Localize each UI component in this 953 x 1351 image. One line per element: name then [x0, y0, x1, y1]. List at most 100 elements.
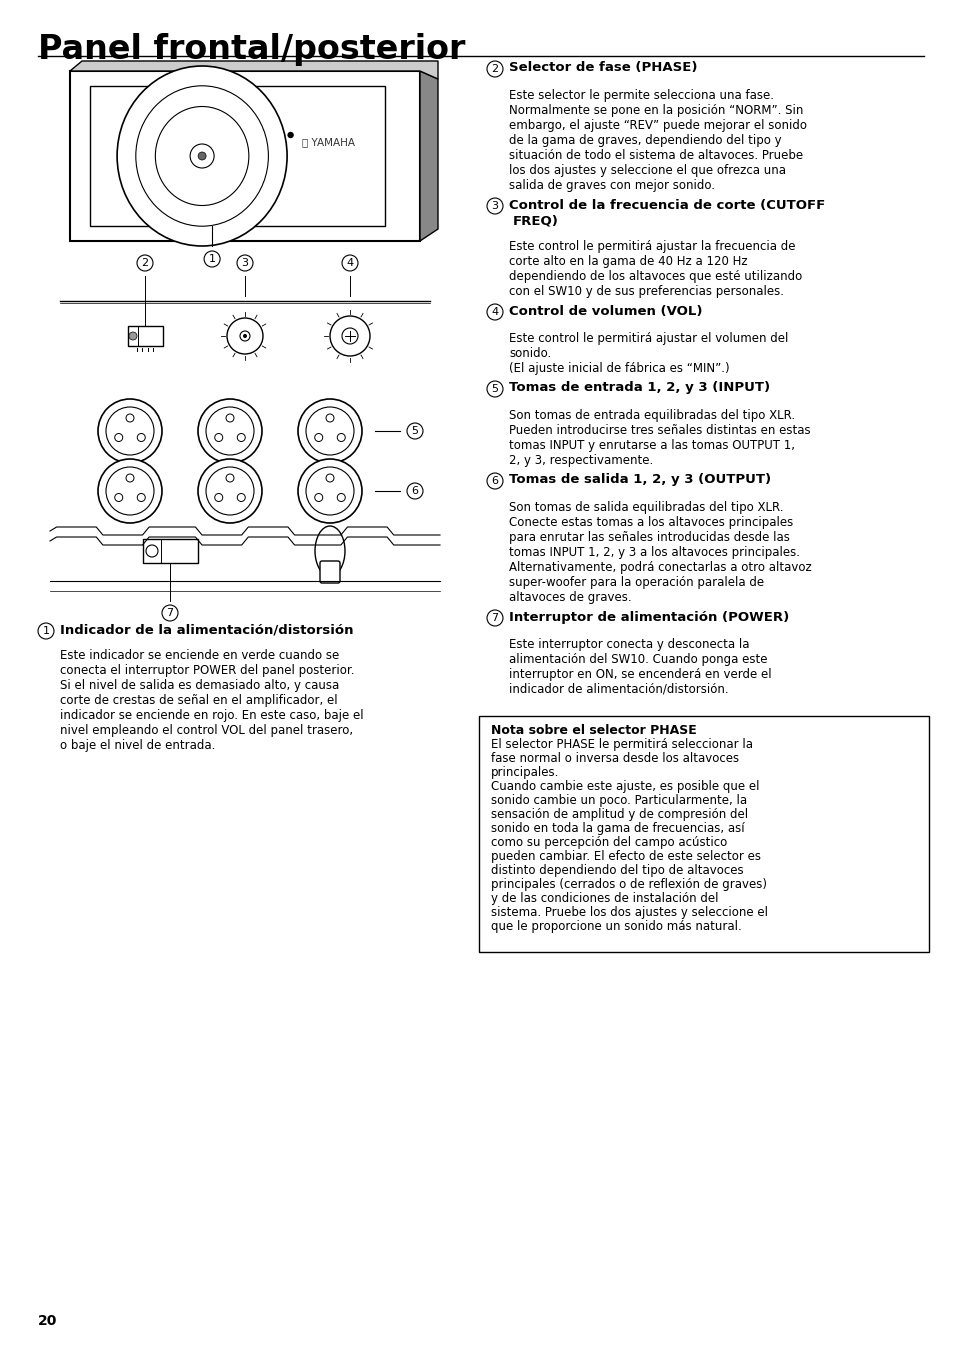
Text: como su percepción del campo acústico: como su percepción del campo acústico [491, 836, 726, 848]
Text: corte de crestas de señal en el amplificador, el: corte de crestas de señal en el amplific… [60, 694, 337, 707]
Text: FREQ): FREQ) [513, 215, 558, 227]
Text: 2: 2 [491, 63, 498, 74]
Text: 1: 1 [209, 254, 215, 263]
Text: 6: 6 [411, 486, 418, 496]
Text: Tomas de salida 1, 2, y 3 (OUTPUT): Tomas de salida 1, 2, y 3 (OUTPUT) [509, 473, 770, 486]
Text: Alternativamente, podrá conectarlas a otro altavoz: Alternativamente, podrá conectarlas a ot… [509, 561, 811, 574]
Text: Control de volumen (VOL): Control de volumen (VOL) [509, 304, 701, 317]
Circle shape [297, 459, 361, 523]
Circle shape [114, 493, 123, 501]
Text: nivel empleando el control VOL del panel trasero,: nivel empleando el control VOL del panel… [60, 724, 353, 738]
Text: distinto dependiendo del tipo de altavoces: distinto dependiendo del tipo de altavoc… [491, 865, 742, 877]
Ellipse shape [314, 526, 345, 576]
Text: 4: 4 [491, 307, 498, 317]
Text: 4: 4 [346, 258, 354, 267]
Text: dependiendo de los altavoces que esté utilizando: dependiendo de los altavoces que esté ut… [509, 270, 801, 282]
Circle shape [198, 399, 262, 463]
Text: Este selector le permite selecciona una fase.: Este selector le permite selecciona una … [509, 89, 773, 101]
Circle shape [214, 434, 222, 442]
Text: Este control le permitirá ajustar el volumen del: Este control le permitirá ajustar el vol… [509, 332, 787, 345]
Text: principales (cerrados o de reflexión de graves): principales (cerrados o de reflexión de … [491, 878, 766, 892]
Text: interruptor en ON, se encenderá en verde el: interruptor en ON, se encenderá en verde… [509, 667, 771, 681]
Text: 5: 5 [491, 384, 498, 394]
Circle shape [98, 399, 162, 463]
Text: Control de la frecuencia de corte (CUTOFF: Control de la frecuencia de corte (CUTOF… [509, 199, 824, 212]
Text: Nota sobre el selector PHASE: Nota sobre el selector PHASE [491, 724, 696, 738]
Text: Este interruptor conecta y desconecta la: Este interruptor conecta y desconecta la [509, 638, 749, 651]
Text: 2, y 3, respectivamente.: 2, y 3, respectivamente. [509, 454, 653, 467]
Circle shape [226, 413, 233, 422]
Circle shape [341, 328, 357, 345]
Text: sensación de amplitud y de compresión del: sensación de amplitud y de compresión de… [491, 808, 747, 821]
Circle shape [206, 407, 253, 455]
Text: indicador de alimentación/distorsión.: indicador de alimentación/distorsión. [509, 684, 728, 696]
Circle shape [326, 413, 334, 422]
Text: 7: 7 [491, 613, 498, 623]
Text: embargo, el ajuste “REV” puede mejorar el sonido: embargo, el ajuste “REV” puede mejorar e… [509, 119, 806, 132]
Circle shape [306, 467, 354, 515]
Text: Este control le permitirá ajustar la frecuencia de: Este control le permitirá ajustar la fre… [509, 240, 795, 253]
Text: 2: 2 [141, 258, 149, 267]
Bar [128, 326, 163, 346]
Text: Normalmente se pone en la posición “NORM”. Sin: Normalmente se pone en la posición “NORM… [509, 104, 802, 118]
Text: principales.: principales. [491, 766, 558, 780]
Circle shape [243, 334, 247, 338]
Bar [143, 539, 198, 563]
Text: 7: 7 [166, 608, 173, 617]
Text: Conecte estas tomas a los altavoces principales: Conecte estas tomas a los altavoces prin… [509, 516, 792, 530]
Text: super-woofer para la operación paralela de: super-woofer para la operación paralela … [509, 576, 763, 589]
Circle shape [330, 316, 370, 357]
Bar [70, 72, 419, 240]
Circle shape [240, 331, 250, 340]
Text: Interruptor de alimentación (POWER): Interruptor de alimentación (POWER) [509, 611, 788, 624]
Circle shape [106, 407, 153, 455]
Text: altavoces de graves.: altavoces de graves. [509, 590, 631, 604]
Text: Pueden introducirse tres señales distintas en estas: Pueden introducirse tres señales distint… [509, 424, 810, 436]
Text: sonido en toda la gama de frecuencias, así: sonido en toda la gama de frecuencias, a… [491, 821, 744, 835]
Text: Este indicador se enciende en verde cuando se: Este indicador se enciende en verde cuan… [60, 648, 339, 662]
Circle shape [198, 153, 206, 159]
Text: Panel frontal/posterior: Panel frontal/posterior [38, 32, 465, 66]
Circle shape [98, 459, 162, 523]
Polygon shape [70, 61, 437, 78]
Text: salida de graves con mejor sonido.: salida de graves con mejor sonido. [509, 178, 714, 192]
Circle shape [214, 493, 222, 501]
FancyBboxPatch shape [319, 561, 339, 584]
Text: tomas INPUT y enrutarse a las tomas OUTPUT 1,: tomas INPUT y enrutarse a las tomas OUTP… [509, 439, 794, 453]
Text: 20: 20 [38, 1315, 57, 1328]
Text: 1: 1 [43, 626, 50, 636]
Circle shape [146, 544, 158, 557]
Circle shape [206, 467, 253, 515]
Circle shape [114, 434, 123, 442]
Circle shape [237, 434, 245, 442]
Circle shape [106, 467, 153, 515]
Text: y de las condiciones de instalación del: y de las condiciones de instalación del [491, 892, 718, 905]
Circle shape [227, 317, 263, 354]
Text: tomas INPUT 1, 2, y 3 a los altavoces principales.: tomas INPUT 1, 2, y 3 a los altavoces pr… [509, 546, 800, 559]
Text: indicador se enciende en rojo. En este caso, baje el: indicador se enciende en rojo. En este c… [60, 709, 363, 721]
Bar [90, 86, 385, 226]
Text: Indicador de la alimentación/distorsión: Indicador de la alimentación/distorsión [60, 624, 354, 636]
Circle shape [326, 474, 334, 482]
Text: Tomas de entrada 1, 2, y 3 (INPUT): Tomas de entrada 1, 2, y 3 (INPUT) [509, 381, 769, 394]
Text: pueden cambiar. El efecto de este selector es: pueden cambiar. El efecto de este select… [491, 850, 760, 863]
Circle shape [314, 493, 322, 501]
Ellipse shape [117, 66, 287, 246]
Text: corte alto en la gama de 40 Hz a 120 Hz: corte alto en la gama de 40 Hz a 120 Hz [509, 255, 747, 267]
Text: Son tomas de entrada equilibradas del tipo XLR.: Son tomas de entrada equilibradas del ti… [509, 409, 794, 422]
Circle shape [288, 132, 293, 138]
Circle shape [137, 493, 145, 501]
Circle shape [226, 474, 233, 482]
Text: para enrutar las señales introducidas desde las: para enrutar las señales introducidas de… [509, 531, 789, 544]
Text: (El ajuste inicial de fábrica es “MIN”.): (El ajuste inicial de fábrica es “MIN”.) [509, 362, 729, 376]
Circle shape [337, 434, 345, 442]
Text: Ⓞ YAMAHA: Ⓞ YAMAHA [302, 136, 355, 147]
Circle shape [126, 474, 133, 482]
Circle shape [337, 493, 345, 501]
Circle shape [129, 332, 137, 340]
Text: 6: 6 [491, 476, 498, 486]
Circle shape [137, 434, 145, 442]
Text: Si el nivel de salida es demasiado alto, y causa: Si el nivel de salida es demasiado alto,… [60, 680, 339, 692]
Circle shape [237, 493, 245, 501]
Text: sonido.: sonido. [509, 347, 551, 359]
